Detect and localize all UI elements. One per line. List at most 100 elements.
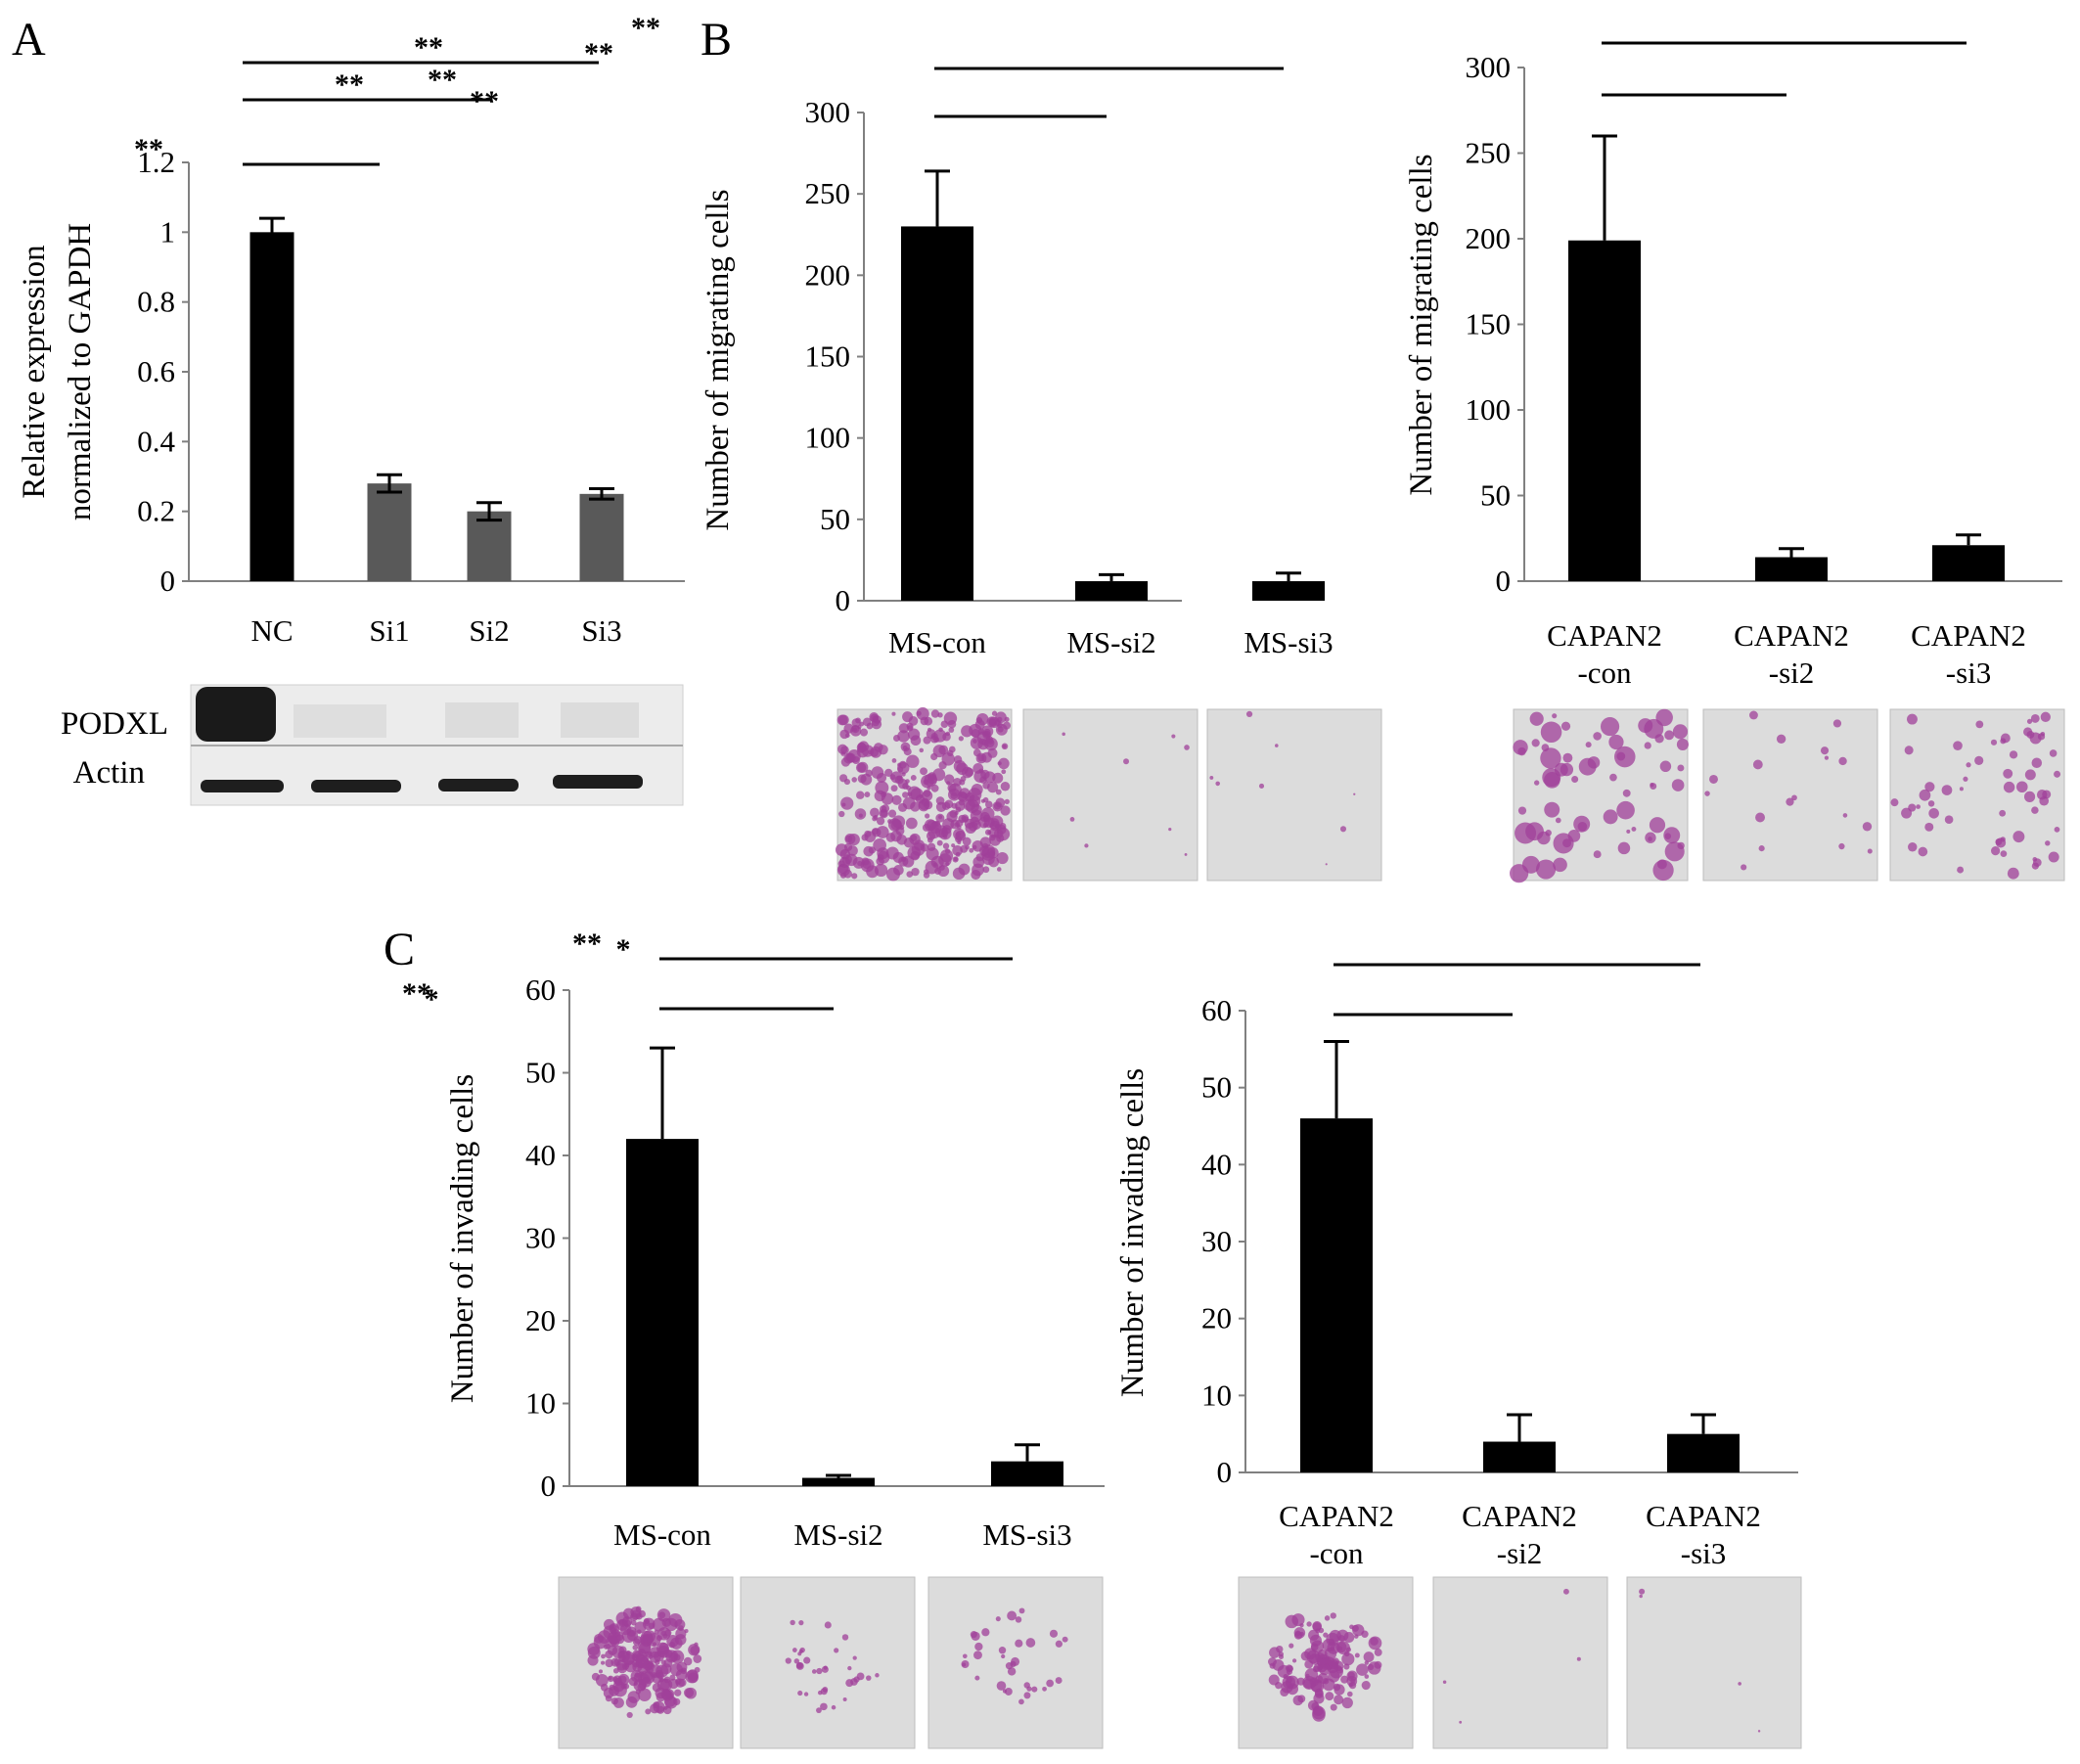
bar (901, 226, 973, 601)
x-category-label: MS-con (888, 625, 986, 659)
bar (1755, 557, 1828, 581)
y-tick-label: 40 (1201, 1147, 1232, 1181)
blot-actin-band-si1 (311, 780, 401, 792)
y-tick-label: 150 (805, 339, 851, 374)
blot-actin-band-si2 (438, 779, 519, 792)
x-category-label: CAPAN2 (1279, 1499, 1394, 1533)
x-category-label: -con (1577, 656, 1632, 690)
y-tick-label: 0.4 (137, 424, 175, 458)
significance-label: ** (470, 85, 499, 117)
bar (1252, 581, 1325, 601)
micrograph (558, 1576, 734, 1749)
bar (367, 483, 412, 581)
panel-label-a: A (12, 14, 46, 66)
x-category-label: MS-si2 (793, 1517, 882, 1552)
blot-podxl-faint-si3 (561, 702, 639, 738)
y-tick-label: 50 (820, 502, 850, 536)
chart-c2: 0102030405060CAPAN2-conCAPAN2-si2CAPAN2-… (425, 933, 1798, 1570)
micrograph (1889, 708, 2065, 882)
blot-podxl-faint-si2 (445, 702, 519, 738)
y-tick-label: 50 (525, 1056, 556, 1090)
significance-label: ** (414, 31, 443, 64)
y-tick-label: 0 (1217, 1455, 1233, 1489)
micrograph (927, 1576, 1104, 1749)
y-tick-label: 0 (160, 564, 176, 598)
bar (1483, 1441, 1556, 1472)
chart-b1: 0 50 100 150 200 250 300 MS-con MS-si2 MS-si3 Numb… (470, 37, 1334, 659)
y-tick-label: 40 (525, 1138, 556, 1172)
significance-label: ** (134, 133, 163, 165)
y-tick-label: 300 (1466, 50, 1512, 84)
bar (249, 232, 294, 582)
x-category-label: -si2 (1769, 656, 1815, 690)
y-axis-label: Number of invading cells (445, 1074, 480, 1403)
x-category-label: MS-si2 (1066, 625, 1155, 659)
x-category-label: MS-con (613, 1517, 711, 1552)
y-tick-label: 50 (1480, 478, 1511, 513)
significance-label: ** (584, 37, 613, 69)
y-tick-label: 200 (805, 257, 851, 292)
y-tick-label: 10 (1201, 1378, 1232, 1412)
y-tick-label: 1.2 (137, 145, 175, 179)
y-tick-label: 60 (525, 972, 556, 1007)
y-tick-label: 1 (160, 214, 176, 249)
significance-label: ** (428, 64, 457, 96)
y-axis-label: Number of migrating cells (1404, 154, 1439, 495)
y-tick-label: 60 (1201, 993, 1232, 1027)
significance-label: ** (402, 977, 431, 1010)
y-tick-label: 20 (525, 1303, 556, 1337)
y-tick-label: 300 (805, 95, 851, 129)
y-tick-label: 20 (1201, 1301, 1232, 1335)
y-tick-label: 10 (525, 1386, 556, 1421)
x-category-label: CAPAN2 (1646, 1499, 1761, 1533)
y-axis-label: Relative expression normalized to GAPDH (17, 223, 98, 520)
micrograph (1022, 708, 1198, 882)
y-tick-label: 0.6 (137, 354, 175, 388)
significance-label: ** (335, 68, 364, 101)
chart-c1: 0 10 20 30 40 50 60 MS-con MS-si2 MS-si3 Number of… (402, 927, 1105, 1552)
y-tick-label: 30 (525, 1221, 556, 1255)
y-tick-label: 0.2 (137, 494, 175, 528)
y-tick-label: 0 (836, 583, 851, 617)
y-tick-label: 0.8 (137, 285, 175, 319)
x-category-label: -con (1309, 1536, 1364, 1570)
x-category-label: MS-si3 (1243, 625, 1333, 659)
x-category-label: CAPAN2 (1911, 618, 2026, 653)
blot-podxl-band-nc (196, 687, 276, 742)
blot-label-podxl: PODXL (61, 706, 168, 742)
panel-label-b: B (701, 14, 732, 66)
x-category-label: MS-si3 (982, 1517, 1071, 1552)
bar (626, 1139, 699, 1486)
micrograph (1432, 1576, 1608, 1749)
micrograph (740, 1576, 916, 1749)
x-category-label: Si1 (369, 613, 409, 648)
micrograph (1702, 708, 1878, 882)
bar (802, 1477, 875, 1486)
bar (1932, 545, 2005, 581)
y-axis-label: Number of invading cells (1115, 1068, 1151, 1397)
bar (467, 511, 512, 581)
x-category-label: CAPAN2 (1462, 1499, 1577, 1533)
y-tick-label: 250 (1466, 136, 1512, 170)
blot-podxl-faint-si1 (294, 704, 386, 738)
micrograph (835, 706, 1013, 882)
x-category-label: Si2 (469, 613, 509, 648)
bar (1300, 1118, 1373, 1472)
y-tick-label: 50 (1201, 1070, 1232, 1105)
y-tick-label: 250 (805, 176, 851, 210)
blot-actin-band-si3 (553, 775, 643, 789)
y-tick-label: 200 (1466, 221, 1512, 255)
y-tick-label: 150 (1466, 307, 1512, 341)
significance-label: ** (572, 927, 602, 960)
x-category-label: CAPAN2 (1734, 618, 1849, 653)
significance-label: ** (631, 12, 660, 44)
bar (991, 1461, 1063, 1486)
micrograph (1238, 1576, 1414, 1749)
y-tick-label: 0 (541, 1469, 557, 1503)
x-category-label: Si3 (581, 613, 621, 648)
y-tick-label: 100 (1466, 392, 1512, 427)
bar (1568, 240, 1641, 581)
chart-a: 0 0.2 0.4 0.6 0.8 1 1.2 NC Si1 Si2 Si3 Relative exp… (17, 31, 685, 648)
bar (1667, 1433, 1740, 1472)
x-category-label: -si2 (1497, 1536, 1543, 1570)
